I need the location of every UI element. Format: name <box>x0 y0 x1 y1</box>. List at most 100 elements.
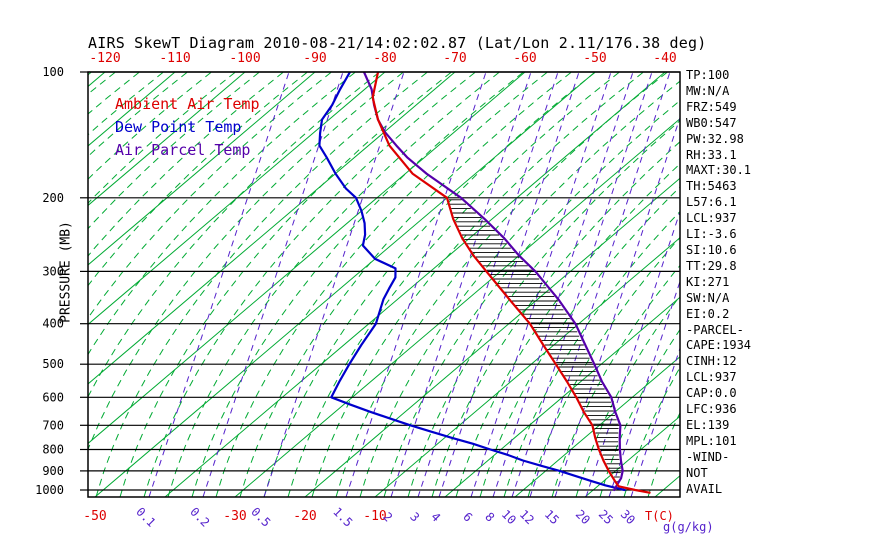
mixing-ratio-line <box>417 72 559 497</box>
isotherm-line <box>88 72 176 147</box>
moist-adiabat-line <box>551 264 680 497</box>
mixing-ratio-label: 6 <box>460 510 475 525</box>
stat-line: EI:0.2 <box>686 306 730 321</box>
moist-adiabat-line <box>599 328 680 497</box>
top-temp-label: -80 <box>373 51 396 66</box>
isotherm-line <box>88 72 386 326</box>
chart-title: AIRS SkewT Diagram 2010-08-21/14:02:02.8… <box>88 34 707 52</box>
air-parcel-temp-curve <box>362 72 624 492</box>
bottom-temp-label: -10 <box>363 509 386 524</box>
isotherm-line <box>444 296 680 497</box>
mixing-ratio-line <box>470 72 612 497</box>
moist-adiabat-line <box>647 411 680 497</box>
stat-line: LFC:936 <box>686 402 737 417</box>
pressure-tick-label: 900 <box>42 464 64 478</box>
stat-line: TP:100 <box>686 68 730 82</box>
mixing-ratio-line <box>345 72 487 497</box>
top-temp-label: -40 <box>653 51 676 66</box>
pressure-tick-label: 500 <box>42 357 64 371</box>
stat-line: SI:10.6 <box>686 242 737 257</box>
stat-line: LI:-3.6 <box>686 227 737 242</box>
top-temp-label: -70 <box>443 51 466 66</box>
mixing-ratio-label: 1.5 <box>330 505 355 530</box>
isotherm-line <box>0 72 35 497</box>
mixing-ratio-line <box>202 72 344 497</box>
stat-line: MPL:101 <box>686 433 737 448</box>
top-temp-label: -100 <box>229 51 260 66</box>
stat-line: SW:N/A <box>686 290 730 305</box>
pressure-tick-label: 800 <box>42 443 64 457</box>
moist-adiabat-line <box>88 72 212 180</box>
stats-panel: TP:100 MW:N/A FRZ:549 WB0:547 PW:32.98 RH:33.… <box>686 68 751 497</box>
isotherm-line <box>584 415 680 497</box>
top-temp-label: -50 <box>583 51 606 66</box>
moist-adiabat-line <box>239 72 572 497</box>
temp-unit-label: T(C) <box>645 509 674 523</box>
mixing-ratio-line <box>492 72 634 497</box>
isotherm-line <box>88 72 246 207</box>
moist-adiabat-line <box>119 72 452 497</box>
legend-dew-point-temp: Dew Point Temp <box>115 118 242 136</box>
moist-adiabat-line <box>287 72 620 497</box>
stat-line: PW:32.98 <box>686 131 744 146</box>
mixing-ratio-line <box>585 210 680 497</box>
mixing-ratio-label: 0.5 <box>248 505 273 530</box>
moist-adiabat-line <box>215 72 548 497</box>
stat-line: -WIND- <box>686 449 730 464</box>
isotherm-line <box>234 118 680 497</box>
isotherm-line <box>94 72 596 497</box>
stat-line: LCL:937 <box>686 370 737 385</box>
stat-line: WB0:547 <box>686 115 737 130</box>
mixing-ratio-label: 30 <box>618 507 638 527</box>
moist-adiabat-line <box>503 210 680 497</box>
stat-line: MAXT:30.1 <box>686 163 752 178</box>
moist-adiabat-line <box>623 366 680 497</box>
moist-adiabat-line <box>479 186 680 497</box>
stat-line: CAPE:1934 <box>686 338 752 353</box>
moist-adiabat-line <box>335 72 668 497</box>
moist-adiabat-line <box>263 72 596 497</box>
isotherm-line <box>88 72 316 266</box>
moist-adiabat-line <box>575 295 680 497</box>
moist-adiabat-line <box>143 72 476 497</box>
bottom-temp-label: -50 <box>83 509 106 524</box>
stat-line: L57:6.1 <box>686 195 737 210</box>
top-temp-label: -60 <box>513 51 536 66</box>
pressure-tick-label: 400 <box>42 317 64 331</box>
moist-adiabat-line <box>191 72 524 497</box>
moist-adiabat-line <box>88 72 332 319</box>
stat-line: MW:N/A <box>686 83 730 98</box>
moist-adiabat-line <box>88 72 356 356</box>
moist-adiabat-line <box>311 72 644 497</box>
top-temp-label: -90 <box>303 51 326 66</box>
profile-curves <box>318 72 651 494</box>
mixing-ratio-label: 4 <box>428 510 443 525</box>
plot-border <box>87 71 681 498</box>
isotherm-line <box>164 72 666 497</box>
ambient-air-temp-curve <box>371 72 651 494</box>
mixing-ratio-label: 15 <box>542 507 562 527</box>
pressure-tick-label: 700 <box>42 418 64 432</box>
mixing-ratio-line <box>148 72 290 497</box>
stat-line: LCL:937 <box>686 211 737 226</box>
moist-adiabat-line <box>407 120 680 497</box>
dew-point-temp-curve <box>318 72 626 492</box>
stat-line: EL:139 <box>686 417 730 432</box>
mixing-ratio-label: 10 <box>499 507 519 527</box>
moist-adiabat-line <box>88 72 188 158</box>
moist-adiabat-line <box>359 80 680 497</box>
pressure-tick-label: 200 <box>42 191 64 205</box>
stat-line: FRZ:549 <box>686 99 737 114</box>
pressure-tick-label: 600 <box>42 390 64 404</box>
stat-line: -PARCEL- <box>686 322 744 337</box>
moist-adiabat-line <box>88 72 260 230</box>
stat-line: AVAIL <box>686 481 723 496</box>
moist-adiabat-line <box>455 163 680 497</box>
moist-adiabat-line <box>88 72 380 398</box>
stat-line: NOT <box>686 465 708 480</box>
mixing-ratio-label: 0.1 <box>133 505 158 530</box>
moist-adiabat-line <box>88 72 284 257</box>
stat-line: RH:33.1 <box>686 147 737 162</box>
